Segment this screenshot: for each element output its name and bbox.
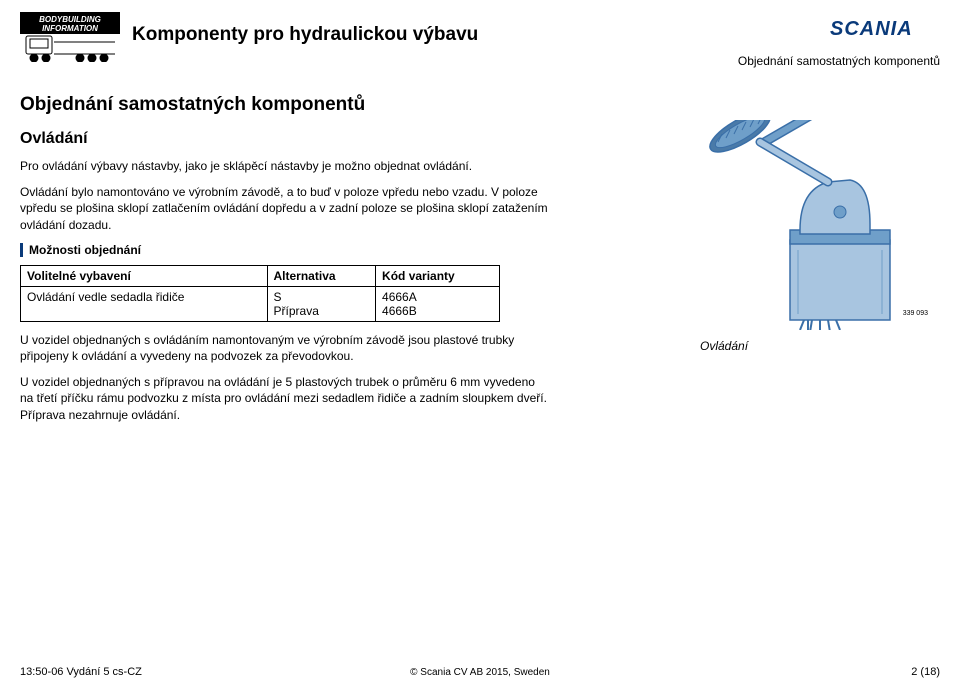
footer-copyright: © Scania CV AB 2015, Sweden xyxy=(20,667,940,678)
control-lever-figure: 339 093 Ovládání xyxy=(700,120,900,353)
page-footer: 13:50-06 Vydání 5 cs-CZ © Scania CV AB 2… xyxy=(0,667,960,678)
cell-equipment: Ovládání vedle sedadla řidiče xyxy=(21,286,268,321)
paragraph-3: U vozidel objednaných s ovládáním namont… xyxy=(20,332,550,364)
badge-line2: INFORMATION xyxy=(42,24,98,33)
figure-reference-number: 339 093 xyxy=(903,310,928,317)
paragraph-2: Ovládání bylo namontováno ve výrobním zá… xyxy=(20,184,550,233)
header-subtitle-right: Objednání samostatných komponentů xyxy=(738,54,940,68)
col-equipment: Volitelné vybavení xyxy=(21,265,268,286)
ordering-options-title: Možnosti objednání xyxy=(29,243,141,257)
cell-variant: 4666A 4666B xyxy=(376,286,500,321)
scania-logo: SCANIA xyxy=(830,18,940,43)
table-row: Ovládání vedle sedadla řidiče S Příprava… xyxy=(21,286,500,321)
badge-line1: BODYBUILDING xyxy=(39,15,101,24)
table-header-row: Volitelné vybavení Alternativa Kód varia… xyxy=(21,265,500,286)
cell-alternative: S Příprava xyxy=(267,286,376,321)
bodybuilding-badge: BODYBUILDING INFORMATION xyxy=(20,12,120,62)
lever-shaft-icon xyxy=(760,120,842,182)
col-variant-code: Kód varianty xyxy=(376,265,500,286)
document-title: Komponenty pro hydraulickou výbavu xyxy=(132,24,940,46)
paragraph-4: U vozidel objednaných s přípravou na ovl… xyxy=(20,374,550,423)
heading-marker-icon xyxy=(20,243,23,257)
lever-base-icon xyxy=(790,180,890,330)
footer-page-number: 2 (18) xyxy=(911,666,940,678)
options-table: Volitelné vybavení Alternativa Kód varia… xyxy=(20,265,500,322)
figure-caption: Ovládání xyxy=(700,339,900,353)
col-alternative: Alternativa xyxy=(267,265,376,286)
svg-text:SCANIA: SCANIA xyxy=(830,18,913,40)
footer-edition: 13:50-06 Vydání 5 cs-CZ xyxy=(20,666,142,678)
paragraph-1: Pro ovládání výbavy nástavby, jako je sk… xyxy=(20,158,550,174)
section-heading: Objednání samostatných komponentů xyxy=(20,94,940,116)
